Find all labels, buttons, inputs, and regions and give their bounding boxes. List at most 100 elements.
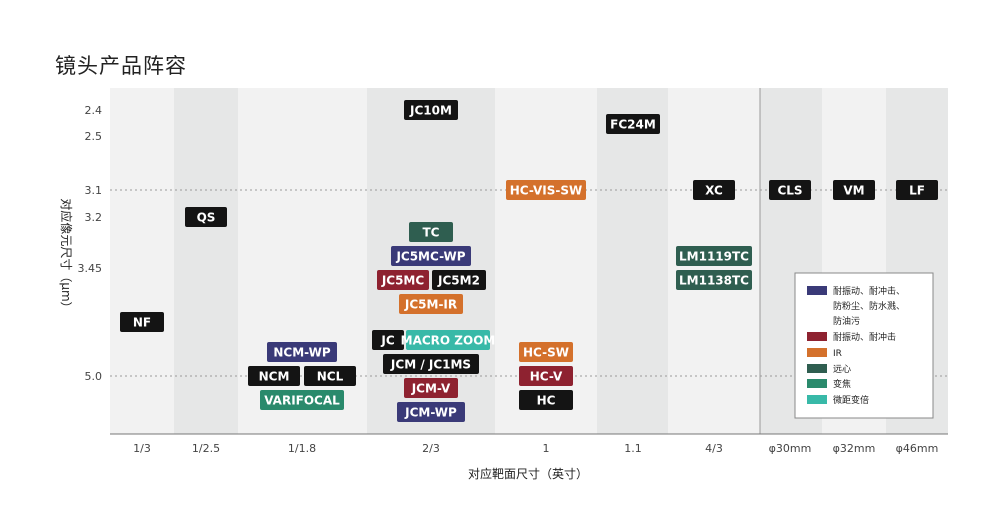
x-tick-label: φ30mm	[769, 442, 812, 455]
product-tag-box	[391, 246, 471, 266]
legend-label: IR	[833, 349, 842, 359]
product-tag: LM1138TC	[676, 270, 752, 290]
product-tag: FC24M	[606, 114, 660, 134]
product-tag-label: HC-VIS-SW	[510, 184, 583, 198]
product-tag: HC	[519, 390, 573, 410]
product-tag-label: NCM	[259, 370, 290, 384]
legend-label: 防粉尘、防水溅、	[833, 300, 905, 312]
product-tag-box	[506, 180, 586, 200]
x-tick-label: 1.1	[624, 442, 642, 455]
product-tag: XC	[693, 180, 735, 200]
column-band	[174, 88, 238, 434]
product-tag: NF	[120, 312, 164, 332]
product-tag: JC5MC	[377, 270, 429, 290]
product-tag-label: HC-V	[530, 370, 563, 384]
product-tag-box	[120, 312, 164, 332]
product-tag-label: HC-SW	[523, 346, 569, 360]
product-tag-label: VM	[843, 184, 864, 198]
y-axis-title: 对应像元尺寸（μm）	[59, 198, 74, 313]
legend-swatch	[807, 348, 827, 357]
product-tag-box	[248, 366, 300, 386]
column-band	[110, 88, 174, 434]
product-tag: HC-VIS-SW	[506, 180, 586, 200]
y-tick-label: 2.4	[85, 104, 103, 117]
y-tick-label: 3.2	[85, 211, 103, 224]
legend-label: 防油污	[833, 315, 860, 327]
page-title: 镜头产品阵容	[55, 54, 187, 78]
product-tag-label: LF	[909, 184, 925, 198]
x-tick-label: 1/1.8	[288, 442, 316, 455]
product-tag: VM	[833, 180, 875, 200]
legend-label: 耐振动、耐冲击	[833, 331, 896, 343]
x-tick-label: φ32mm	[833, 442, 876, 455]
product-tag-label: FC24M	[610, 118, 656, 132]
product-tag-box	[896, 180, 938, 200]
product-tag: VARIFOCAL	[260, 390, 344, 410]
product-tag-label: NCM-WP	[273, 346, 330, 360]
product-tag: JCM-V	[404, 378, 458, 398]
column-band	[597, 88, 668, 434]
product-tag: LM1119TC	[676, 246, 752, 266]
product-tag: HC-SW	[519, 342, 573, 362]
product-tag-label: JC5MC-WP	[395, 250, 465, 264]
product-tag-box	[267, 342, 337, 362]
product-tag-label: JC10M	[409, 104, 452, 118]
legend-swatch	[807, 395, 827, 404]
product-tag: NCM-WP	[267, 342, 337, 362]
product-tag-label: JC	[380, 334, 394, 348]
x-tick-label: 1	[543, 442, 550, 455]
product-tag: NCL	[304, 366, 356, 386]
x-tick-label: 2/3	[422, 442, 440, 455]
product-tag: HC-V	[519, 366, 573, 386]
product-tag-box	[260, 390, 344, 410]
product-tag-label: JC5M2	[437, 274, 480, 288]
product-tag-label: VARIFOCAL	[264, 394, 340, 408]
product-tag-box	[606, 114, 660, 134]
product-tag-box	[519, 342, 573, 362]
product-tag-box	[399, 294, 463, 314]
product-tag-label: LM1119TC	[679, 250, 749, 264]
y-tick-label: 3.1	[85, 184, 103, 197]
product-tag: TC	[409, 222, 453, 242]
product-tag-label: JC5M-IR	[404, 298, 457, 312]
x-axis-title: 对应靶面尺寸（英寸）	[468, 466, 588, 481]
product-tag-box	[769, 180, 811, 200]
product-tag: JC	[372, 330, 404, 350]
y-tick-label: 3.45	[78, 262, 103, 275]
product-tag-label: LM1138TC	[679, 274, 749, 288]
x-tick-label: 1/2.5	[192, 442, 220, 455]
legend-label: 耐振动、耐冲击、	[833, 285, 905, 297]
product-tag-label: HC	[537, 394, 556, 408]
product-tag-label: JC5MC	[381, 274, 425, 288]
x-tick-label: φ46mm	[896, 442, 939, 455]
product-tag-box	[404, 378, 458, 398]
product-tag: JC5M-IR	[399, 294, 463, 314]
legend-swatch	[807, 332, 827, 341]
product-tag-box	[377, 270, 429, 290]
product-tag-box	[372, 330, 404, 350]
product-tag-box	[519, 390, 573, 410]
product-tag-box	[404, 100, 458, 120]
product-tag-box	[185, 207, 227, 227]
product-tag-box	[432, 270, 486, 290]
product-tag-label: JCM-V	[411, 382, 451, 396]
product-tag: JC5MC-WP	[391, 246, 471, 266]
legend-swatch	[807, 364, 827, 373]
product-tag-label: NCL	[317, 370, 344, 384]
product-tag-label: NF	[133, 316, 151, 330]
y-tick-label: 2.5	[85, 130, 103, 143]
product-tag-label: JCM-WP	[404, 406, 457, 420]
product-tag-label: TC	[423, 226, 440, 240]
product-tag: QS	[185, 207, 227, 227]
y-tick-label: 5.0	[85, 370, 103, 383]
product-tag: CLS	[769, 180, 811, 200]
product-tag-box	[383, 354, 479, 374]
product-tag: JCM-WP	[397, 402, 465, 422]
product-tag-label: CLS	[777, 184, 802, 198]
x-tick-label: 4/3	[705, 442, 723, 455]
product-tag-box	[833, 180, 875, 200]
legend-swatch	[807, 379, 827, 388]
product-tag: LF	[896, 180, 938, 200]
product-tag-box	[409, 222, 453, 242]
